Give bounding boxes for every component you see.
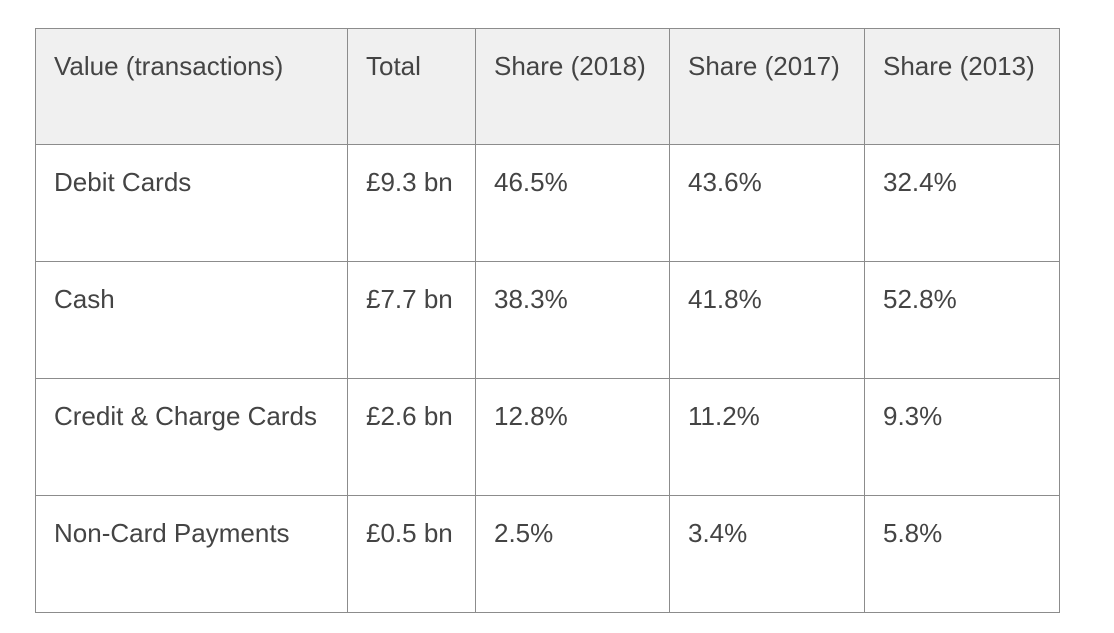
table-row: Debit Cards £9.3 bn 46.5% 43.6% 32.4%	[35, 144, 1060, 262]
table-cell: 3.4%	[669, 495, 865, 613]
table-cell: 12.8%	[475, 378, 670, 496]
table-cell: Non-Card Payments	[35, 495, 348, 613]
table-cell: Credit & Charge Cards	[35, 378, 348, 496]
table-body: Debit Cards £9.3 bn 46.5% 43.6% 32.4% Ca…	[35, 144, 1060, 613]
table-row: Credit & Charge Cards £2.6 bn 12.8% 11.2…	[35, 378, 1060, 496]
header-cell-share-2013: Share (2013)	[864, 28, 1060, 145]
table-row: Cash £7.7 bn 38.3% 41.8% 52.8%	[35, 261, 1060, 379]
table-cell: 2.5%	[475, 495, 670, 613]
table-cell: 9.3%	[864, 378, 1060, 496]
table-cell: £7.7 bn	[347, 261, 476, 379]
table-cell: 38.3%	[475, 261, 670, 379]
payments-table: Value (transactions) Total Share (2018) …	[35, 28, 1060, 613]
table-row: Non-Card Payments £0.5 bn 2.5% 3.4% 5.8%	[35, 495, 1060, 613]
table-cell: £9.3 bn	[347, 144, 476, 262]
table-cell: 52.8%	[864, 261, 1060, 379]
table-cell: 11.2%	[669, 378, 865, 496]
table-cell: 32.4%	[864, 144, 1060, 262]
header-cell-share-2017: Share (2017)	[669, 28, 865, 145]
table-cell: 46.5%	[475, 144, 670, 262]
table-header: Value (transactions) Total Share (2018) …	[35, 28, 1060, 145]
header-cell-share-2018: Share (2018)	[475, 28, 670, 145]
table-cell: £2.6 bn	[347, 378, 476, 496]
table-cell: Debit Cards	[35, 144, 348, 262]
table-cell: 43.6%	[669, 144, 865, 262]
table-cell: Cash	[35, 261, 348, 379]
table-cell: 5.8%	[864, 495, 1060, 613]
table-cell: 41.8%	[669, 261, 865, 379]
header-cell-value: Value (transactions)	[35, 28, 348, 145]
table-cell: £0.5 bn	[347, 495, 476, 613]
header-cell-total: Total	[347, 28, 476, 145]
header-row: Value (transactions) Total Share (2018) …	[35, 28, 1060, 145]
